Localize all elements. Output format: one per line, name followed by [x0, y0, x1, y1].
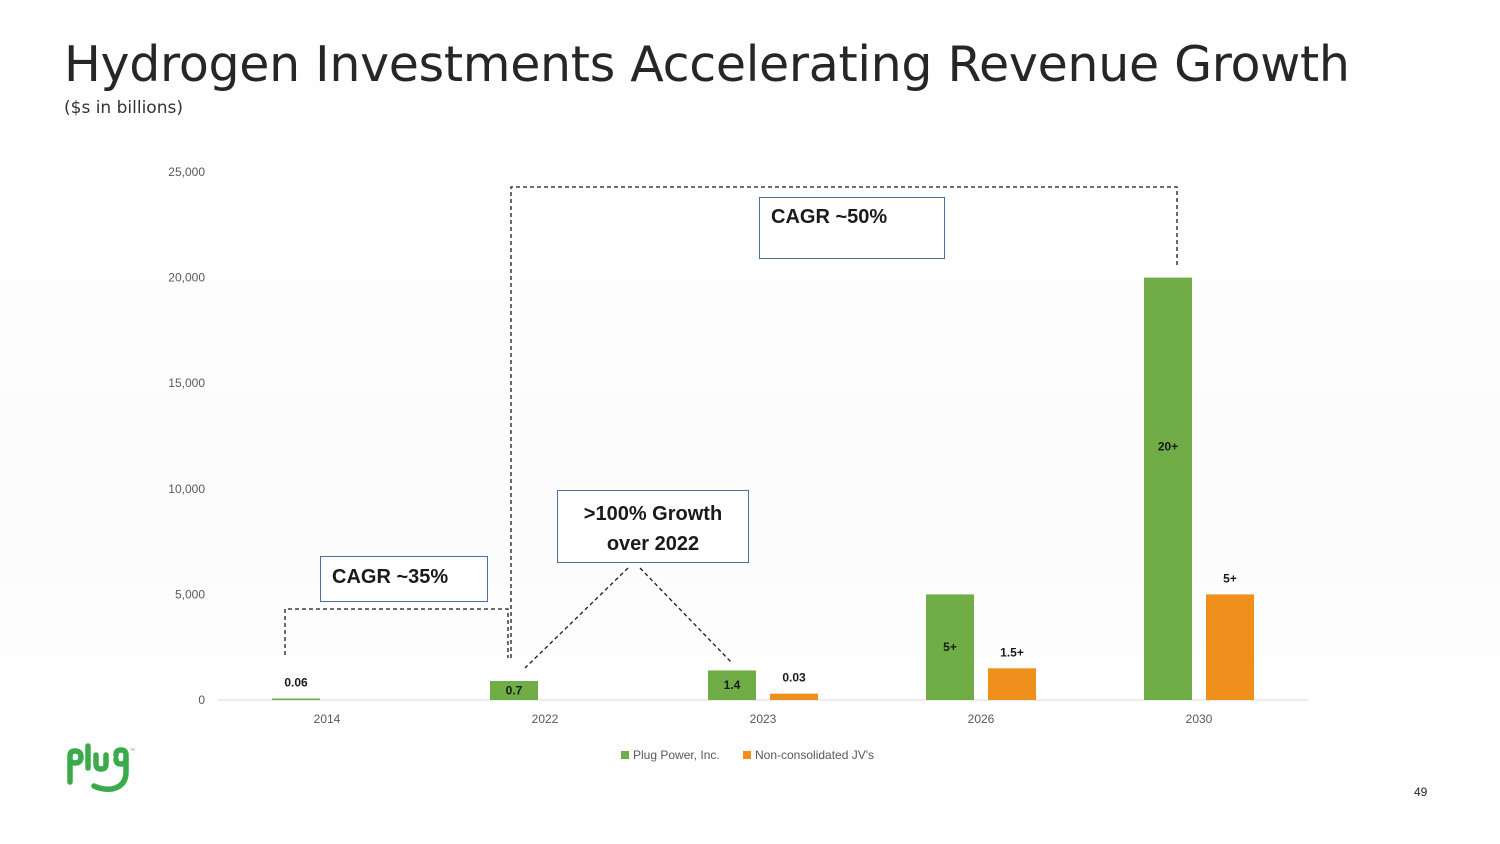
- legend-swatch: [743, 751, 751, 759]
- bar-data-label: 1.5+: [1000, 645, 1024, 659]
- bar-data-label: 0.06: [284, 676, 308, 690]
- x-tick-label: 2026: [968, 712, 995, 726]
- bar-plug-2014: [272, 698, 320, 700]
- bar-data-label: 1.4: [724, 678, 741, 692]
- x-tick-label: 2022: [532, 712, 559, 726]
- growth-callout: >100% Growth over 2022: [557, 490, 749, 563]
- cagr-35-text: CAGR ~35%: [332, 566, 449, 588]
- pointer-to-2022: [524, 567, 629, 669]
- legend-label: Non-consolidated JV's: [755, 748, 874, 762]
- bar-data-label: 0.03: [782, 671, 806, 685]
- chart-legend: Plug Power, Inc. Non-consolidated JV's: [621, 748, 874, 762]
- bar-data-labels: 0.06 0.7 1.4 0.03 5+ 1.5+ 20+ 5+: [284, 440, 1237, 698]
- cagr-50-text: CAGR ~50%: [771, 206, 888, 228]
- annotation-brackets: [284, 186, 1178, 669]
- y-tick-label: 5,000: [175, 587, 205, 601]
- growth-text-line1: >100% Growth: [583, 503, 723, 525]
- bracket-cagr-35: [284, 608, 509, 658]
- bar-plug-2023: [708, 670, 756, 700]
- cagr-50-callout: CAGR ~50%: [759, 197, 945, 259]
- growth-text-line2: over 2022: [606, 533, 700, 555]
- plug-logo: ™: [67, 743, 135, 792]
- x-tick-label: 2030: [1186, 712, 1213, 726]
- bar-series: [272, 277, 1254, 700]
- slide-subtitle: ($s in billions): [64, 98, 183, 118]
- legend-swatch: [621, 751, 629, 759]
- bar-plug-2022: [490, 680, 538, 700]
- slide-title: Hydrogen Investments Accelerating Revenu…: [64, 36, 1350, 93]
- pointer-to-2023: [639, 567, 732, 663]
- x-tick-label: 2014: [314, 712, 341, 726]
- page-number: 49: [1414, 785, 1428, 799]
- bar-jv-2030: [1206, 594, 1254, 700]
- bar-jv-2023: [770, 693, 818, 700]
- logo-tm-mark: ™: [130, 748, 135, 754]
- bar-jv-2026: [988, 668, 1036, 700]
- bar-data-label: 0.7: [506, 683, 523, 697]
- x-tick-label: 2023: [750, 712, 777, 726]
- y-tick-label: 20,000: [168, 271, 205, 285]
- bar-data-label: 5+: [1223, 571, 1237, 585]
- y-tick-label: 0: [198, 693, 205, 707]
- cagr-35-callout: CAGR ~35%: [320, 556, 488, 602]
- x-axis: 2014 2022 2023 2026 2030: [218, 699, 1308, 726]
- bar-plug-2026: [926, 594, 974, 700]
- legend-label: Plug Power, Inc.: [633, 748, 720, 762]
- y-tick-label: 25,000: [168, 165, 205, 179]
- y-tick-label: 10,000: [168, 482, 205, 496]
- bar-data-label: 5+: [943, 640, 957, 654]
- y-tick-label: 15,000: [168, 376, 205, 390]
- bar-plug-2030: [1144, 277, 1192, 700]
- bracket-cagr-50: [510, 186, 1178, 658]
- y-axis: 0 5,000 10,000 15,000 20,000 25,000: [168, 165, 205, 707]
- bar-data-label: 20+: [1158, 440, 1178, 454]
